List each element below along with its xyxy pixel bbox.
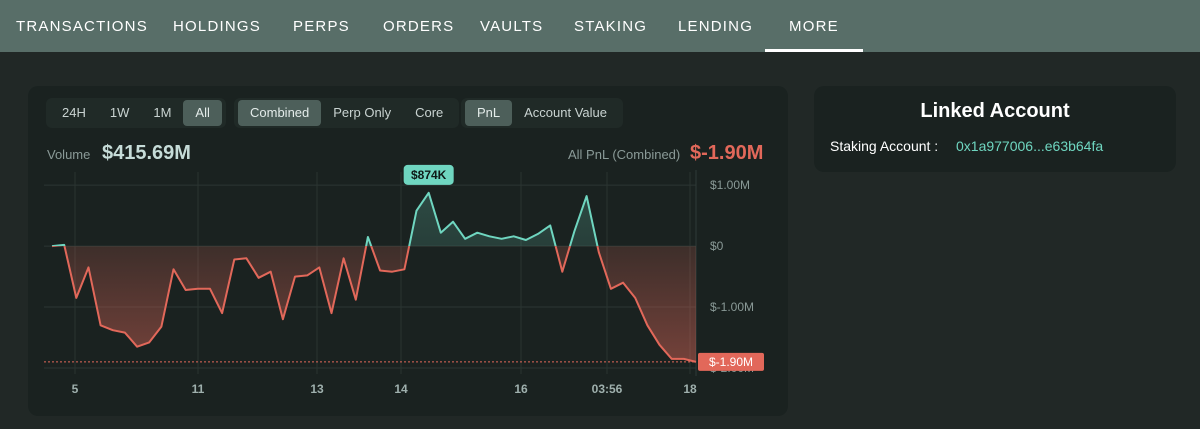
nav-tab-staking[interactable]: STAKING [574,18,648,35]
current-value-label: $-1.90M [709,355,753,369]
range-selector: 24H 1W 1M All [46,98,226,128]
y-tick-label: $0 [710,239,724,253]
nav-tab-transactions[interactable]: TRANSACTIONS [16,18,148,35]
x-tick-label: 11 [192,382,205,396]
y-tick-label: $-1.00M [710,300,754,314]
metric-account-value-button[interactable]: Account Value [524,105,608,120]
range-24h-button[interactable]: 24H [62,105,86,120]
scope-combined-button[interactable]: Combined [238,100,322,126]
pnl-value: $-1.90M [690,142,764,164]
nav-tab-lending[interactable]: LENDING [678,18,754,35]
pnl-label: All PnL (Combined) [568,147,681,162]
negative-area [52,246,696,362]
metric-selector: PnL Account Value [461,98,624,128]
nav-tab-holdings[interactable]: HOLDINGS [173,18,261,35]
volume-label: Volume [47,147,91,162]
pnl-chart-card: 24H 1W 1M All Combined Perp Only Core Pn… [28,86,788,416]
peak-tooltip-label: $874K [411,168,447,182]
top-nav: TRANSACTIONS HOLDINGS PERPS ORDERS VAULT… [0,0,1200,52]
range-1m-button[interactable]: 1M [153,105,172,120]
volume-value: $415.69M [102,142,191,164]
staking-account-address-link[interactable]: 0x1a977006...e63b64fa [956,138,1104,154]
scope-perp-only-button[interactable]: Perp Only [333,105,392,120]
x-tick-label: 16 [514,382,528,396]
linked-account-title: Linked Account [920,100,1070,122]
x-tick-label: 13 [310,382,324,396]
staking-account-label: Staking Account : [830,138,939,154]
y-tick-label: $1.00M [710,178,750,192]
x-tick-label: 5 [72,382,79,396]
nav-tab-perps[interactable]: PERPS [293,18,350,35]
x-tick-label: 03:56 [592,382,623,396]
range-1w-button[interactable]: 1W [109,105,130,120]
linked-account-card: Linked Account Staking Account : 0x1a977… [814,86,1176,172]
x-tick-label: 18 [683,382,697,396]
peak-tooltip-box [403,164,454,185]
nav-tab-orders[interactable]: ORDERS [383,18,455,35]
scope-selector: Combined Perp Only Core [234,98,460,128]
scope-core-button[interactable]: Core [415,105,444,120]
nav-tab-vaults[interactable]: VAULTS [480,18,544,35]
pnl-series-line-positive [51,191,599,247]
range-all-button[interactable]: All [183,100,222,126]
metric-pnl-button[interactable]: PnL [465,100,513,126]
nav-tab-more[interactable]: MORE [765,0,863,52]
pnl-line-chart[interactable]: $1.00M$0$-1.00M$-2.00M51113141603:5618$-… [28,86,788,416]
pnl-series-line-negative [51,246,697,363]
current-value-badge [698,352,764,371]
x-tick-label: 14 [394,382,408,396]
